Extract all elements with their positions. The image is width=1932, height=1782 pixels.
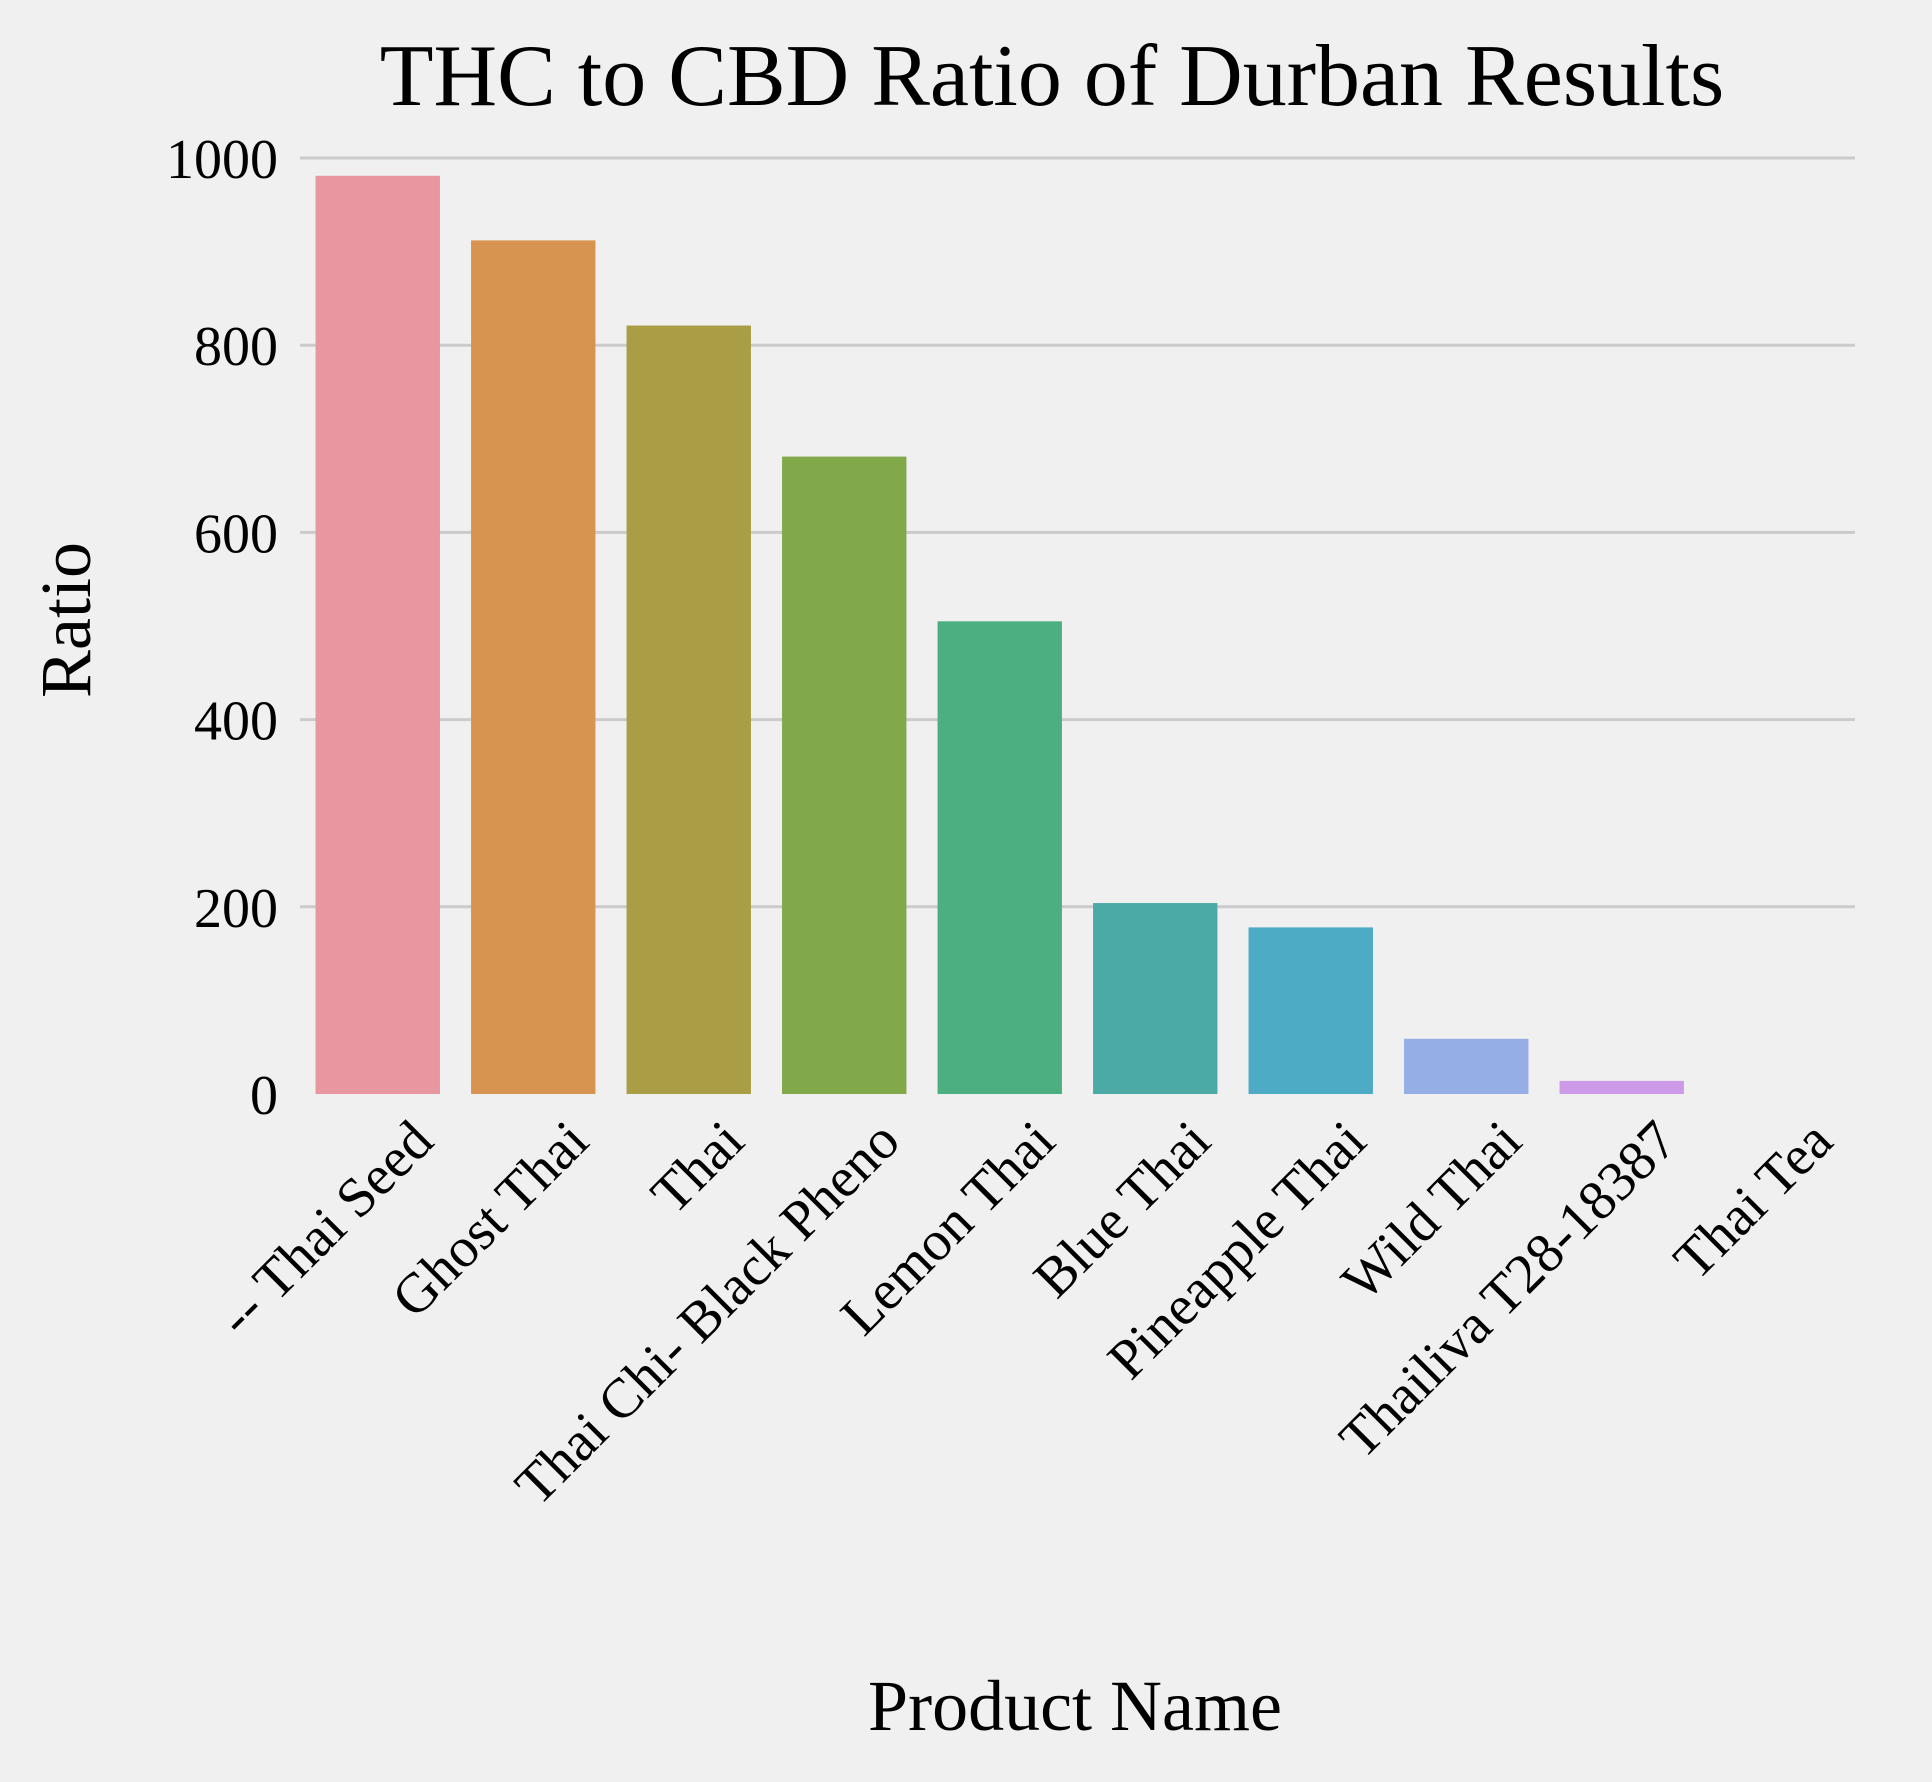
bars [315,175,1684,1095]
y-tick-label: 1000 [166,129,278,191]
y-tick-label: 200 [194,878,278,940]
bar [471,240,596,1095]
y-tick-label: 600 [194,503,278,565]
bar [1248,927,1373,1094]
bar [782,456,907,1095]
y-tick-label: 400 [194,691,278,753]
y-axis-label: Ratio [26,542,106,698]
y-tick-label: 0 [250,1065,278,1127]
bar [315,175,440,1094]
bar [937,621,1062,1094]
y-tick-label: 800 [194,316,278,378]
bar [626,325,751,1094]
chart-title: THC to CBD Ratio of Durban Results [380,28,1724,125]
bar [1559,1080,1684,1094]
bar [1093,903,1218,1094]
y-tick-labels: 0 200 400 600 800 1000 [166,129,278,1127]
bar [1404,1038,1529,1094]
x-axis-label: Product Name [868,1666,1282,1746]
